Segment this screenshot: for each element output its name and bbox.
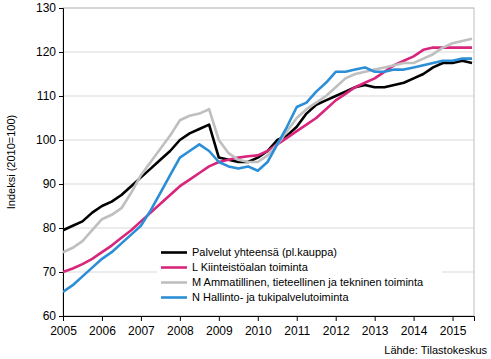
x-tick: 2012: [323, 316, 350, 338]
y-tick: 70: [43, 265, 63, 279]
y-tick-mark: [59, 140, 63, 141]
x-tick-label: 2009: [206, 324, 233, 338]
x-axis-line: [64, 317, 475, 322]
x-tick-label: 2015: [440, 324, 467, 338]
x-tick-label: 2007: [128, 324, 155, 338]
x-tick-label: 2014: [401, 324, 428, 338]
plot: 2005 2006 2007 2008 2009 2010 2011 2012 2013 2014…: [36, 1, 475, 337]
legend-background: [157, 242, 442, 308]
x-tick-mark: [258, 316, 259, 321]
y-tick-mark: [59, 228, 63, 229]
x-tick-label: 2005: [50, 324, 77, 338]
x-tick-mark: [297, 316, 298, 321]
source: Lähde: Tilastokeskus: [384, 344, 487, 356]
x-tick-label: 2010: [245, 324, 272, 338]
chart: 2005 2006 2007 2008 2009 2010 2011 2012 2013 2014…: [0, 0, 491, 359]
y-tick: 120: [36, 45, 63, 59]
legend: Palvelut yhteensä (pl.kauppa) L Kiinteist…: [157, 242, 442, 308]
grid-line: [63, 96, 474, 97]
legend-label: L Kiinteistöalan toiminta: [192, 261, 309, 273]
y-tick-label: 70: [43, 265, 57, 279]
legend-swatch: [161, 266, 187, 269]
legend-label: N Hallinto- ja tukipalvelutoiminta: [192, 291, 349, 303]
y-tick: 60: [43, 309, 63, 323]
x-tick-label: 2008: [167, 324, 194, 338]
legend-swatch: [161, 296, 187, 299]
y-tick-label: 110: [37, 89, 56, 103]
x-tick-label: 2006: [89, 324, 116, 338]
x-tick: 2013: [362, 316, 389, 338]
y-tick: 80: [43, 221, 63, 235]
x-tick: 2007: [128, 316, 155, 338]
x-tick: 2006: [89, 316, 116, 338]
y-tick-mark: [59, 8, 63, 9]
x-tick-label: 2011: [284, 324, 310, 338]
x-tick-mark: [336, 316, 337, 321]
y-tick: 130: [36, 1, 63, 15]
y-tick-mark: [59, 272, 63, 273]
x-axis: 2005 2006 2007 2008 2009 2010 2011 2012 2013 2014…: [50, 316, 474, 338]
y-tick-label: 60: [43, 309, 57, 323]
y-tick: 90: [43, 177, 63, 191]
x-tick-label: 2013: [362, 324, 389, 338]
x-tick-mark: [102, 316, 103, 321]
y-axis-line: [59, 9, 64, 317]
y-tick-label: 80: [43, 221, 57, 235]
y-tick-label: 130: [36, 1, 56, 15]
legend-label: M Ammatillinen, tieteellinen ja tekninen…: [192, 276, 424, 288]
grid: [63, 8, 474, 316]
x-tick: 2015: [440, 316, 467, 338]
grid-line: [63, 184, 474, 185]
y-tick: 100: [36, 133, 63, 147]
y-axis: 60 70 80 90 100 110 120 130: [36, 1, 64, 323]
x-tick: 2010: [245, 316, 272, 338]
legend-label: Palvelut yhteensä (pl.kauppa): [192, 246, 337, 258]
legend-swatch: [161, 281, 187, 284]
y-tick-label: 100: [36, 133, 56, 147]
x-tick-label: 2012: [323, 324, 350, 338]
y-tick: 110: [37, 89, 63, 103]
y-axis-title: Indeksi (2010=100): [5, 115, 17, 209]
plot-frame: [63, 8, 474, 316]
x-tick-mark: [414, 316, 415, 321]
x-tick-mark: [219, 316, 220, 321]
x-tick: 2009: [206, 316, 233, 338]
grid-line: [63, 140, 474, 141]
y-tick-mark: [59, 316, 63, 317]
y-tick-mark: [59, 52, 63, 53]
y-tick-mark: [59, 184, 63, 185]
y-tick-label: 90: [43, 177, 57, 191]
x-tick-mark: [180, 316, 181, 321]
legend-swatch: [161, 251, 187, 254]
grid-line: [63, 52, 474, 53]
y-tick-mark: [59, 96, 63, 97]
grid-line: [63, 228, 474, 229]
x-tick-mark: [453, 316, 454, 321]
series-line: [63, 39, 472, 252]
y-tick-label: 120: [36, 45, 56, 59]
x-tick: 2014: [401, 316, 428, 338]
x-tick-mark: [375, 316, 376, 321]
x-tick-mark: [141, 316, 142, 321]
x-tick: 2011: [284, 316, 310, 338]
x-tick: 2008: [167, 316, 194, 338]
